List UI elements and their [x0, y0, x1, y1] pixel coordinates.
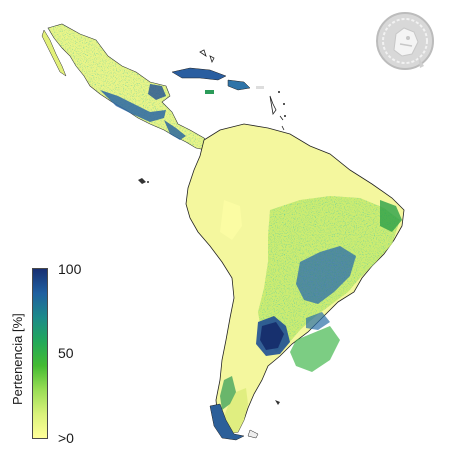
legend-tick-max: 100	[58, 261, 82, 277]
caribbean-islands	[171, 49, 286, 131]
legend-color-bar	[32, 268, 48, 439]
institution-seal-icon	[376, 12, 434, 70]
galapagos-islands	[138, 178, 149, 184]
legend-tick-mid: 50	[58, 345, 74, 361]
legend-title: Pertenencia [%]	[10, 313, 25, 405]
south-america	[185, 123, 405, 441]
mexico-central-america	[41, 23, 213, 151]
legend-tick-min: >0	[58, 430, 74, 446]
